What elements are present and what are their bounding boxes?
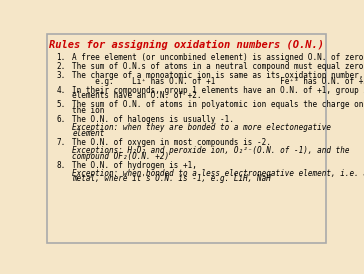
Text: elements have an O.N. of +2.: elements have an O.N. of +2. (72, 91, 202, 100)
Text: 3.: 3. (56, 71, 66, 80)
Text: A free element (or uncombined element) is assigned O.N. of zero: A free element (or uncombined element) i… (72, 53, 364, 62)
Text: metal, where it's O.N. is -1, e.g. LiH, NaH: metal, where it's O.N. is -1, e.g. LiH, … (72, 175, 271, 184)
Text: element: element (72, 129, 105, 138)
Text: In their compounds, group 1 elements have an O.N. of +1, group 2: In their compounds, group 1 elements hav… (72, 85, 364, 95)
Text: The O.N. of halogens is usually -1.: The O.N. of halogens is usually -1. (72, 115, 234, 124)
Text: The O.N. of hydrogen is +1,: The O.N. of hydrogen is +1, (72, 161, 197, 170)
Text: the ion: the ion (72, 106, 105, 115)
Text: 1.: 1. (56, 53, 66, 62)
Text: Exception: when bonded to a less electronegative element, i.e. a: Exception: when bonded to a less electro… (72, 169, 364, 178)
Text: 5.: 5. (56, 100, 66, 109)
Text: The charge of a monoatomic ion is same as its oxidation number,: The charge of a monoatomic ion is same a… (72, 71, 364, 80)
Text: 4.: 4. (56, 85, 66, 95)
Text: Exception: when they are bonded to a more electonegative: Exception: when they are bonded to a mor… (72, 123, 331, 132)
Text: The sum of O.N.s of atoms in a neutral compound must equal zero: The sum of O.N.s of atoms in a neutral c… (72, 62, 364, 71)
FancyBboxPatch shape (47, 34, 326, 243)
Text: 7.: 7. (56, 138, 66, 147)
Text: The O.N. of oxygen in most compounds is -2.: The O.N. of oxygen in most compounds is … (72, 138, 271, 147)
Text: 2.: 2. (56, 62, 66, 71)
Text: Rules for assigning oxidation numbers (O.N.): Rules for assigning oxidation numbers (O… (49, 40, 324, 50)
Text: e.g.    Li⁺ has O.N. of +1              Fe⁺³ has O.N. of +3: e.g. Li⁺ has O.N. of +1 Fe⁺³ has O.N. of… (72, 77, 364, 85)
Text: The sum of O.N. of atoms in polyatomic ion equals the charge on: The sum of O.N. of atoms in polyatomic i… (72, 100, 364, 109)
Text: 8.: 8. (56, 161, 66, 170)
Text: compound OF₂(O.N. +2): compound OF₂(O.N. +2) (72, 152, 169, 161)
Text: 6.: 6. (56, 115, 66, 124)
Text: Exceptions: H₂O₂ and peroxide ion, O₂²⁻(O.N. of -1), and the: Exceptions: H₂O₂ and peroxide ion, O₂²⁻(… (72, 146, 350, 155)
